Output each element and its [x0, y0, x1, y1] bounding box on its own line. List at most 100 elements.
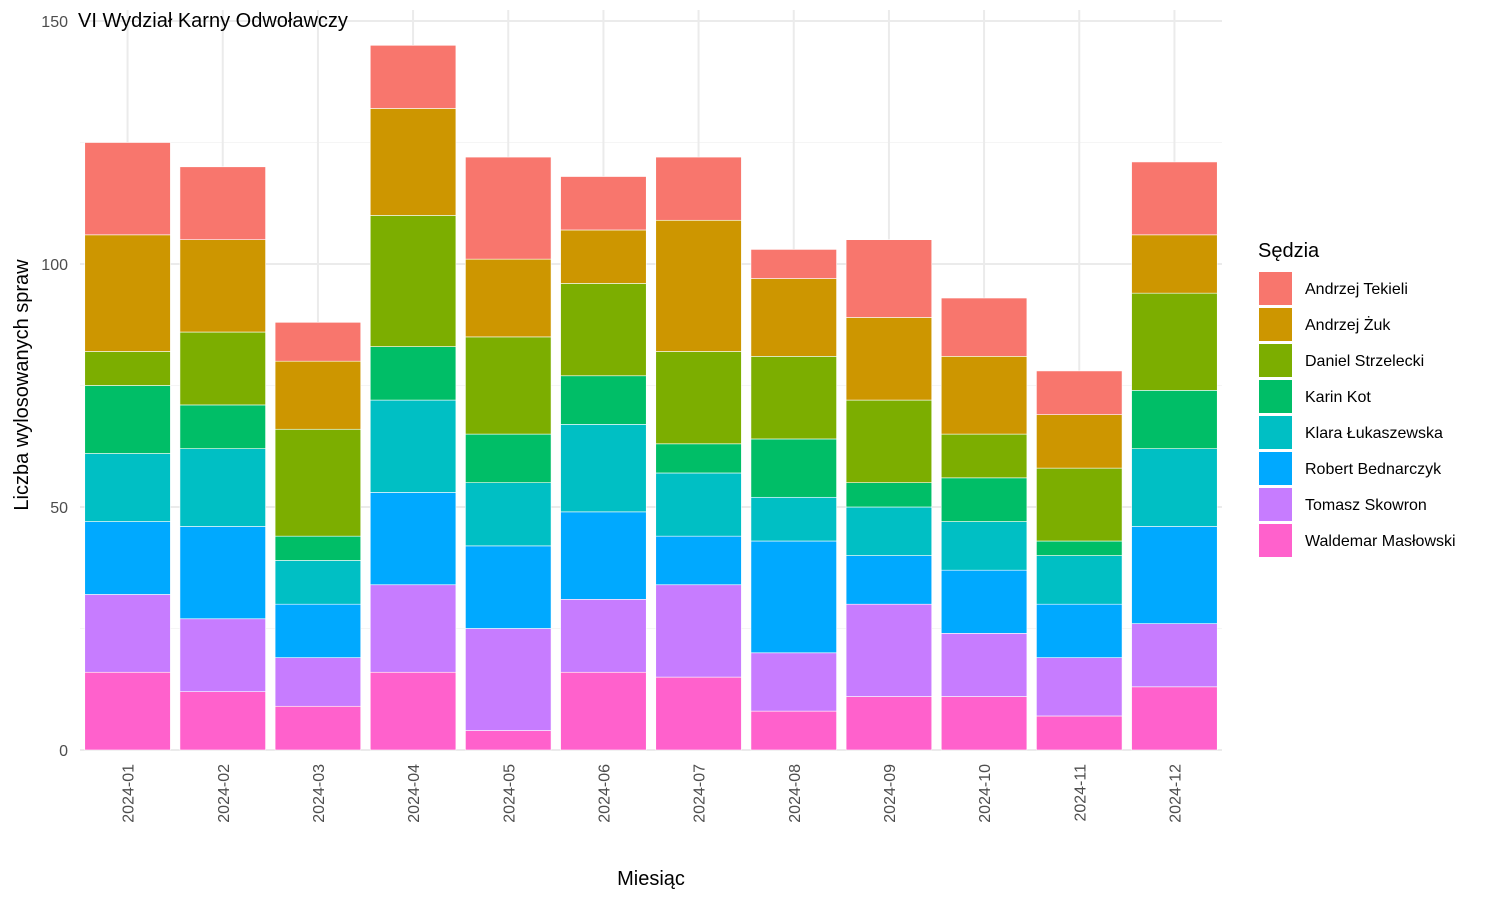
- y-tick-label: 100: [41, 257, 68, 274]
- bar-segment: [655, 443, 742, 474]
- legend-label: Andrzej Tekieli: [1305, 281, 1408, 298]
- bar-segment: [465, 482, 552, 547]
- bar-segment: [845, 317, 933, 401]
- bar-segment: [274, 428, 362, 537]
- x-axis-ticks: 2024-01 2024-02 2024-03 2024-04 2024-05 2024-…: [121, 764, 1185, 823]
- x-tick-label: 2024-09: [882, 764, 899, 823]
- bar-segment: [179, 448, 266, 527]
- y-tick-label: 150: [41, 14, 68, 31]
- bar-segment: [369, 44, 457, 109]
- legend-item: Waldemar Masłowski: [1259, 524, 1456, 557]
- legend-item: Robert Bednarczyk: [1259, 452, 1442, 485]
- bar-segment: [845, 506, 933, 556]
- x-tick-label: 2024-07: [692, 764, 709, 823]
- bar-segment: [750, 249, 837, 279]
- legend-label: Robert Bednarczyk: [1305, 461, 1442, 478]
- bar-segment: [465, 156, 552, 260]
- legend-item: Tomasz Skowron: [1259, 488, 1427, 521]
- bar-segment: [179, 404, 266, 449]
- bar-segment: [940, 633, 1028, 697]
- bar-segment: [84, 594, 171, 673]
- bar-segment: [845, 482, 933, 508]
- bar-segment: [1131, 526, 1218, 624]
- bar-segment: [940, 433, 1028, 479]
- bar-segment: [274, 657, 362, 707]
- x-tick-label: 2024-01: [121, 764, 138, 823]
- bar-segment: [940, 297, 1028, 357]
- bar-segment: [1036, 715, 1123, 751]
- bar-segment: [1036, 540, 1123, 556]
- bar-segment: [560, 375, 647, 425]
- bar-segment: [274, 322, 362, 362]
- bar-segment: [560, 283, 647, 377]
- y-tick-label: 0: [59, 743, 68, 760]
- bar-segment: [274, 603, 362, 658]
- bar-segment: [84, 142, 171, 236]
- bar-segment: [1131, 292, 1218, 391]
- legend-items: Andrzej Tekieli Andrzej Żuk Daniel Strzele…: [1259, 272, 1456, 557]
- bar-segment: [179, 618, 266, 692]
- legend-swatch: [1259, 272, 1292, 305]
- x-axis-title: Miesiąc: [617, 868, 685, 890]
- x-tick-label: 2024-06: [596, 764, 613, 823]
- legend-label: Klara Łukaszewska: [1305, 425, 1443, 442]
- bar-segment: [1131, 623, 1218, 688]
- bar-segment: [84, 351, 171, 386]
- bar-segment: [1036, 414, 1123, 469]
- y-tick-label: 50: [50, 500, 68, 517]
- bar-segment: [940, 521, 1028, 571]
- bar-segment: [750, 356, 837, 440]
- bar-segment: [1036, 603, 1123, 658]
- bar-segment: [465, 628, 552, 731]
- legend-item: Klara Łukaszewska: [1259, 416, 1443, 449]
- bar-segment: [84, 521, 171, 595]
- y-axis-ticks: 0 50 100 150: [41, 14, 68, 760]
- bar-segment: [1036, 467, 1123, 542]
- bar-segment: [655, 535, 742, 586]
- bar-segment: [1036, 657, 1123, 717]
- bar-segment: [369, 215, 457, 347]
- bar-segment: [845, 239, 933, 318]
- bar-segment: [1036, 370, 1123, 415]
- bar-segment: [560, 599, 647, 673]
- bar-segment: [179, 166, 266, 241]
- bar-segment: [655, 584, 742, 678]
- legend-label: Waldemar Masłowski: [1305, 533, 1456, 550]
- bars: [84, 44, 1218, 751]
- bar-segment: [655, 676, 742, 751]
- legend-label: Andrzej Żuk: [1305, 315, 1391, 334]
- x-tick-label: 2024-03: [311, 764, 328, 823]
- bar-segment: [179, 526, 266, 620]
- bar-segment: [940, 356, 1028, 435]
- bar-segment: [1036, 555, 1123, 605]
- bar-segment: [465, 545, 552, 629]
- bar-segment: [274, 560, 362, 605]
- legend-label: Tomasz Skowron: [1305, 497, 1427, 514]
- bar-segment: [179, 691, 266, 751]
- bar-segment: [369, 584, 457, 673]
- bar-segment: [750, 710, 837, 751]
- legend: Sędzia Andrzej Tekieli Andrzej Żuk Daniel …: [1258, 240, 1456, 557]
- bar-segment: [845, 603, 933, 697]
- bar-segment: [369, 346, 457, 401]
- bar-segment: [1131, 686, 1218, 751]
- bar-segment: [84, 453, 171, 522]
- bar-segment: [84, 385, 171, 454]
- bar-segment: [274, 535, 362, 561]
- bar-segment: [84, 234, 171, 352]
- bar-segment: [465, 433, 552, 484]
- x-tick-label: 2024-02: [216, 764, 233, 823]
- bar-segment: [369, 492, 457, 586]
- x-tick-label: 2024-10: [977, 764, 994, 823]
- bar-segment: [84, 671, 171, 751]
- bar-segment: [655, 472, 742, 537]
- legend-swatch: [1259, 488, 1292, 521]
- legend-item: Daniel Strzelecki: [1259, 344, 1424, 377]
- bar-segment: [655, 156, 742, 221]
- bar-segment: [274, 705, 362, 751]
- legend-item: Karin Kot: [1259, 380, 1371, 413]
- legend-label: Daniel Strzelecki: [1305, 353, 1424, 370]
- bar-segment: [750, 278, 837, 357]
- legend-swatch: [1259, 380, 1292, 413]
